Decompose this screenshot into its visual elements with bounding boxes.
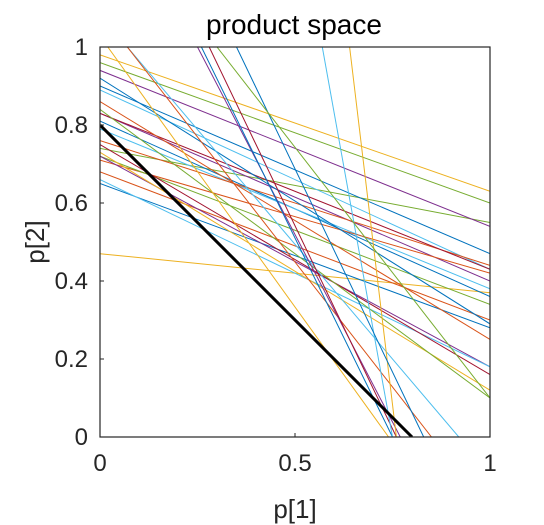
series-line-5: [100, 69, 490, 227]
x-axis-label: p[1]: [273, 494, 316, 524]
x-tick-label-2: 0.5: [278, 450, 311, 477]
x-axis: 0 0.5 1: [93, 433, 497, 477]
series-line-29: [200, 47, 393, 437]
series-layer: [100, 47, 490, 437]
series-line-11: [100, 140, 490, 266]
y-tick-label-6: 1: [75, 34, 88, 61]
series-line-16: [100, 183, 490, 329]
series-line-27: [197, 47, 401, 437]
y-tick-label-2: 0.2: [55, 346, 88, 373]
series-line-3: [100, 62, 490, 204]
y-axis-label: p[2]: [20, 220, 50, 263]
series-line-21: [100, 108, 490, 399]
series-line-31: [349, 47, 397, 437]
series-line-15: [100, 171, 490, 321]
series-line-28: [208, 47, 397, 437]
series-line-20: [100, 144, 490, 376]
series-line-4: [100, 147, 490, 223]
highlight-layer: [100, 123, 414, 437]
x-tick-label-3: 1: [483, 450, 496, 477]
series-line-14: [100, 155, 490, 305]
y-tick-label-3: 0.4: [55, 268, 88, 295]
series-line-18: [100, 179, 490, 368]
series-line-1: [100, 54, 490, 192]
series-line-24: [107, 47, 390, 437]
x-tick-label-1: 0: [93, 450, 106, 477]
series-line-33: [216, 47, 490, 399]
series-line-30: [321, 47, 393, 437]
series-line-22: [100, 101, 490, 340]
plot-area: [100, 47, 490, 437]
series-line-23: [100, 77, 490, 325]
y-tick-label-1: 0: [75, 424, 88, 451]
series-line-9: [100, 89, 490, 270]
highlight-line: [100, 123, 414, 437]
y-tick-label-5: 0.8: [55, 112, 88, 139]
series-line-25: [126, 47, 460, 437]
y-tick-label-4: 0.6: [55, 190, 88, 217]
y-axis: 0 0.2 0.4 0.6 0.8 1: [55, 34, 104, 451]
chart-title: product space: [206, 9, 382, 40]
series-line-12: [100, 159, 490, 274]
series-line-13: [100, 112, 490, 270]
series-line-10: [100, 128, 490, 290]
